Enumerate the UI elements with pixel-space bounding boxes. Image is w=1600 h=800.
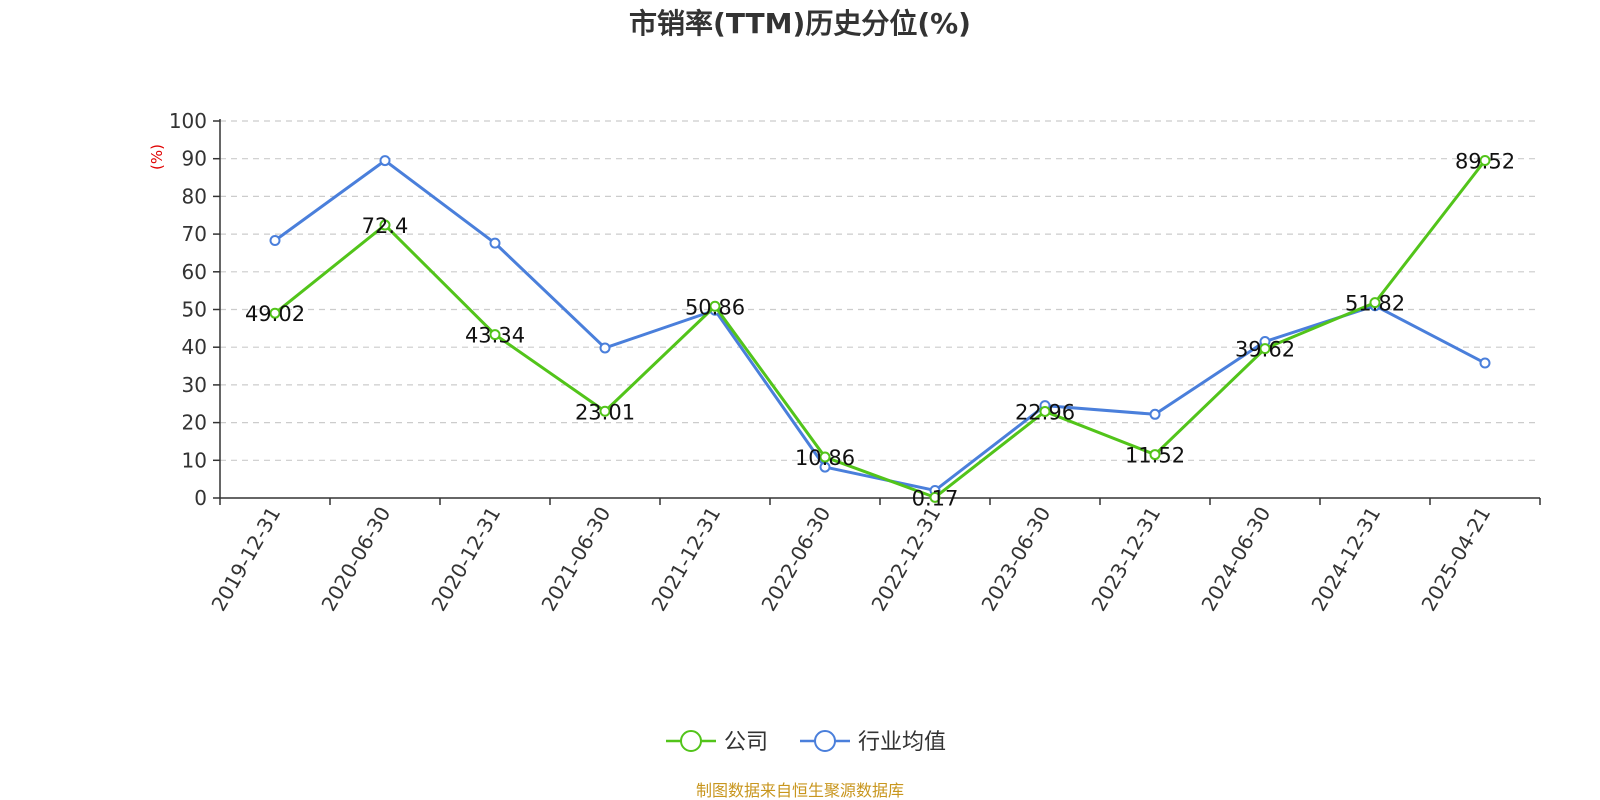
chart-title: 市销率(TTM)历史分位(%) xyxy=(629,7,971,40)
x-tick-label: 2019-12-31 xyxy=(206,503,285,616)
data-point xyxy=(929,491,941,503)
legend: 公司 行业均值 xyxy=(666,730,946,755)
y-tick-label: 40 xyxy=(182,335,207,359)
data-label: 51.82 xyxy=(1345,292,1405,316)
legend-item-company: 公司 xyxy=(666,730,768,755)
y-tick-label: 70 xyxy=(182,222,207,246)
x-tick-label: 2021-12-31 xyxy=(646,503,725,616)
y-tick-label: 20 xyxy=(182,411,207,435)
x-tick-label: 2020-06-30 xyxy=(316,503,395,616)
legend-marker xyxy=(680,730,702,752)
data-point xyxy=(269,307,281,319)
series-layer xyxy=(269,155,1491,503)
data-point xyxy=(269,235,281,247)
data-point xyxy=(1039,405,1051,417)
x-tick-label: 2024-06-30 xyxy=(1196,503,1275,616)
data-label: 23.01 xyxy=(575,400,635,424)
data-point xyxy=(489,237,501,249)
data-point xyxy=(1479,155,1491,167)
legend-marker xyxy=(814,730,836,752)
data-point xyxy=(1369,297,1381,309)
legend-label: 公司 xyxy=(724,730,768,755)
data-label: 89.52 xyxy=(1455,150,1515,174)
data-point xyxy=(1149,449,1161,461)
legend-item-industry: 行业均值 xyxy=(800,730,946,755)
y-tick-label: 90 xyxy=(182,147,207,171)
grid-lines xyxy=(220,120,1540,461)
y-tick-label: 10 xyxy=(182,448,207,472)
data-point xyxy=(489,329,501,341)
data-point xyxy=(379,155,391,167)
data-label: 72.4 xyxy=(362,214,409,238)
series-company xyxy=(269,155,1491,503)
data-point xyxy=(1149,408,1161,420)
data-label: 10.86 xyxy=(795,446,855,470)
data-label: 0.17 xyxy=(912,486,959,510)
data-point xyxy=(599,405,611,417)
y-tick-label: 50 xyxy=(182,298,207,322)
x-tick-label: 2020-12-31 xyxy=(426,503,505,616)
x-tick-label: 2021-06-30 xyxy=(536,503,615,616)
axes: 0 10 20 30 40 50 60 70 80 90 100 2019-12-31 2020-06-… xyxy=(169,109,1541,616)
y-tick-label: 60 xyxy=(182,260,207,284)
x-tick-label: 2025-04-21 xyxy=(1416,503,1495,616)
data-point xyxy=(1259,343,1271,355)
legend-label: 行业均值 xyxy=(858,730,946,755)
data-point xyxy=(379,219,391,231)
data-label: 11.52 xyxy=(1125,444,1185,468)
x-tick-label: 2023-06-30 xyxy=(976,503,1055,616)
data-label: 22.96 xyxy=(1015,400,1075,424)
x-tick-label: 2022-12-31 xyxy=(866,503,945,616)
data-point xyxy=(709,300,721,312)
y-tick-label: 30 xyxy=(182,373,207,397)
x-tick-label: 2024-12-31 xyxy=(1306,503,1385,616)
data-point xyxy=(819,451,831,463)
x-tick-label: 2023-12-31 xyxy=(1086,503,1165,616)
series-line xyxy=(274,159,1487,499)
data-labels: 49.02 72.4 43.34 23.01 50.86 10.86 0.17 22.96 11… xyxy=(245,150,1515,511)
y-tick-label: 100 xyxy=(169,109,207,133)
y-axis-unit: (%) xyxy=(148,144,166,170)
series-line xyxy=(274,159,1486,492)
y-tick-label: 80 xyxy=(182,184,207,208)
series-industry xyxy=(269,155,1491,496)
data-label: 43.34 xyxy=(465,324,525,348)
data-point xyxy=(1479,357,1491,369)
data-label: 50.86 xyxy=(685,295,745,319)
data-label: 49.02 xyxy=(245,302,305,326)
data-label: 39.62 xyxy=(1235,338,1295,362)
x-tick-label: 2022-06-30 xyxy=(756,503,835,616)
y-tick-label: 0 xyxy=(194,486,207,510)
data-point xyxy=(599,342,611,354)
data-point xyxy=(819,461,831,473)
source-note: 制图数据来自恒生聚源数据库 xyxy=(696,781,904,800)
